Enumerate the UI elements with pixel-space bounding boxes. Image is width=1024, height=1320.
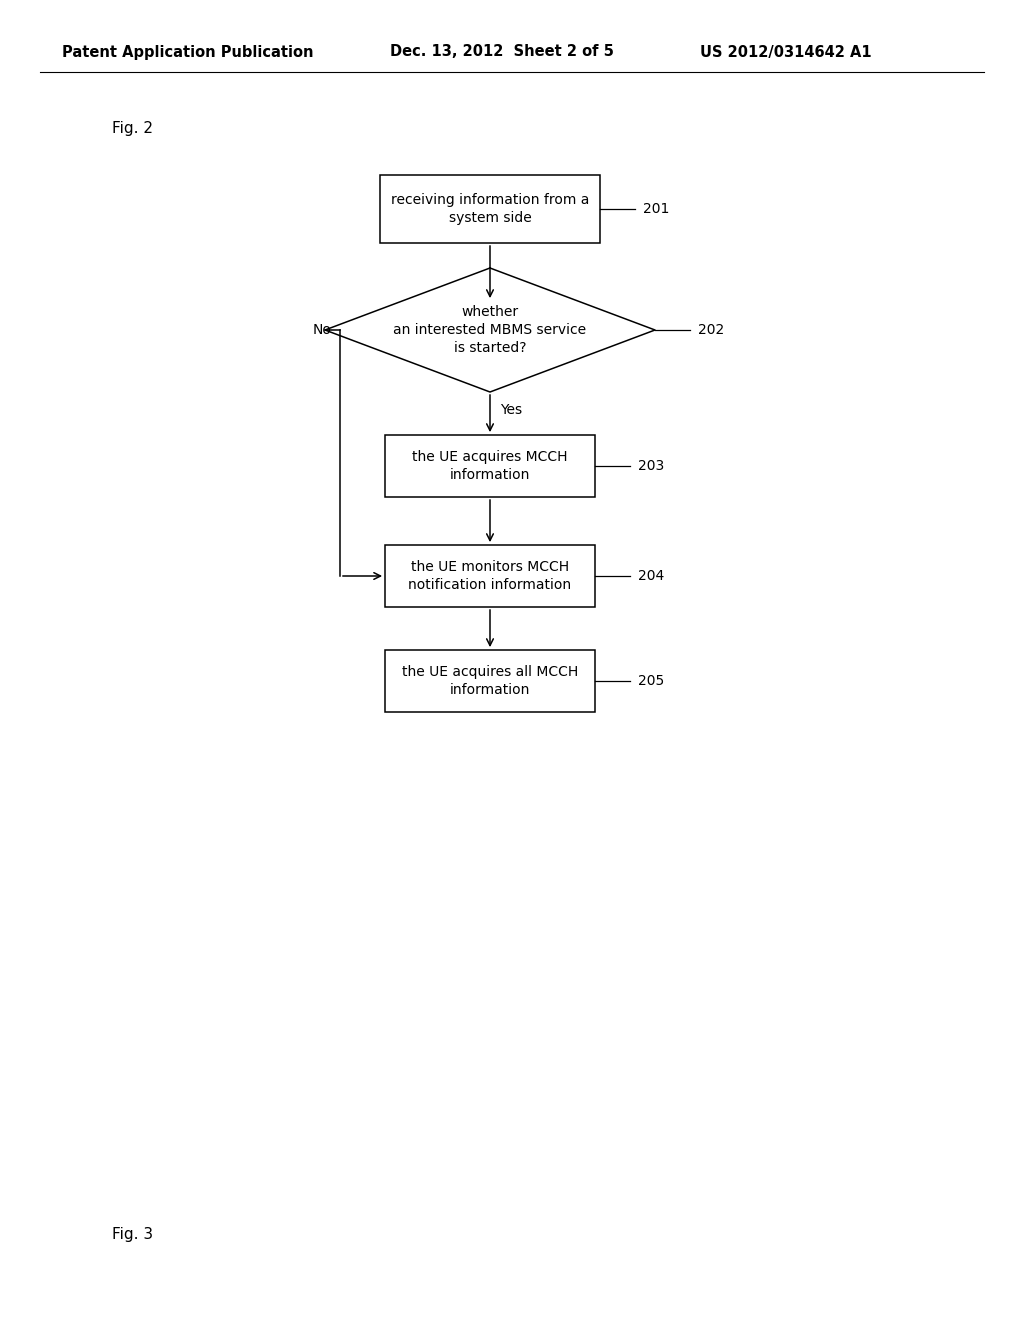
Text: 204: 204 [638, 569, 665, 583]
Text: Yes: Yes [500, 403, 522, 417]
Text: Fig. 3: Fig. 3 [112, 1228, 154, 1242]
Text: the UE acquires MCCH
information: the UE acquires MCCH information [413, 450, 567, 482]
Text: the UE acquires all MCCH
information: the UE acquires all MCCH information [401, 665, 579, 697]
Bar [385, 436, 595, 498]
Bar [380, 176, 600, 243]
Text: Dec. 13, 2012  Sheet 2 of 5: Dec. 13, 2012 Sheet 2 of 5 [390, 45, 613, 59]
Text: 201: 201 [643, 202, 670, 216]
Text: 205: 205 [638, 675, 665, 688]
Text: receiving information from a
system side: receiving information from a system side [391, 193, 589, 226]
Bar [385, 649, 595, 711]
Bar [385, 545, 595, 607]
Text: 202: 202 [698, 323, 724, 337]
Text: US 2012/0314642 A1: US 2012/0314642 A1 [700, 45, 871, 59]
Text: No: No [313, 323, 332, 337]
Text: Patent Application Publication: Patent Application Publication [62, 45, 313, 59]
Text: whether
an interested MBMS service
is started?: whether an interested MBMS service is st… [393, 305, 587, 355]
Text: the UE monitors MCCH
notification information: the UE monitors MCCH notification inform… [409, 560, 571, 593]
Text: Fig. 2: Fig. 2 [112, 120, 153, 136]
Text: 203: 203 [638, 459, 665, 473]
